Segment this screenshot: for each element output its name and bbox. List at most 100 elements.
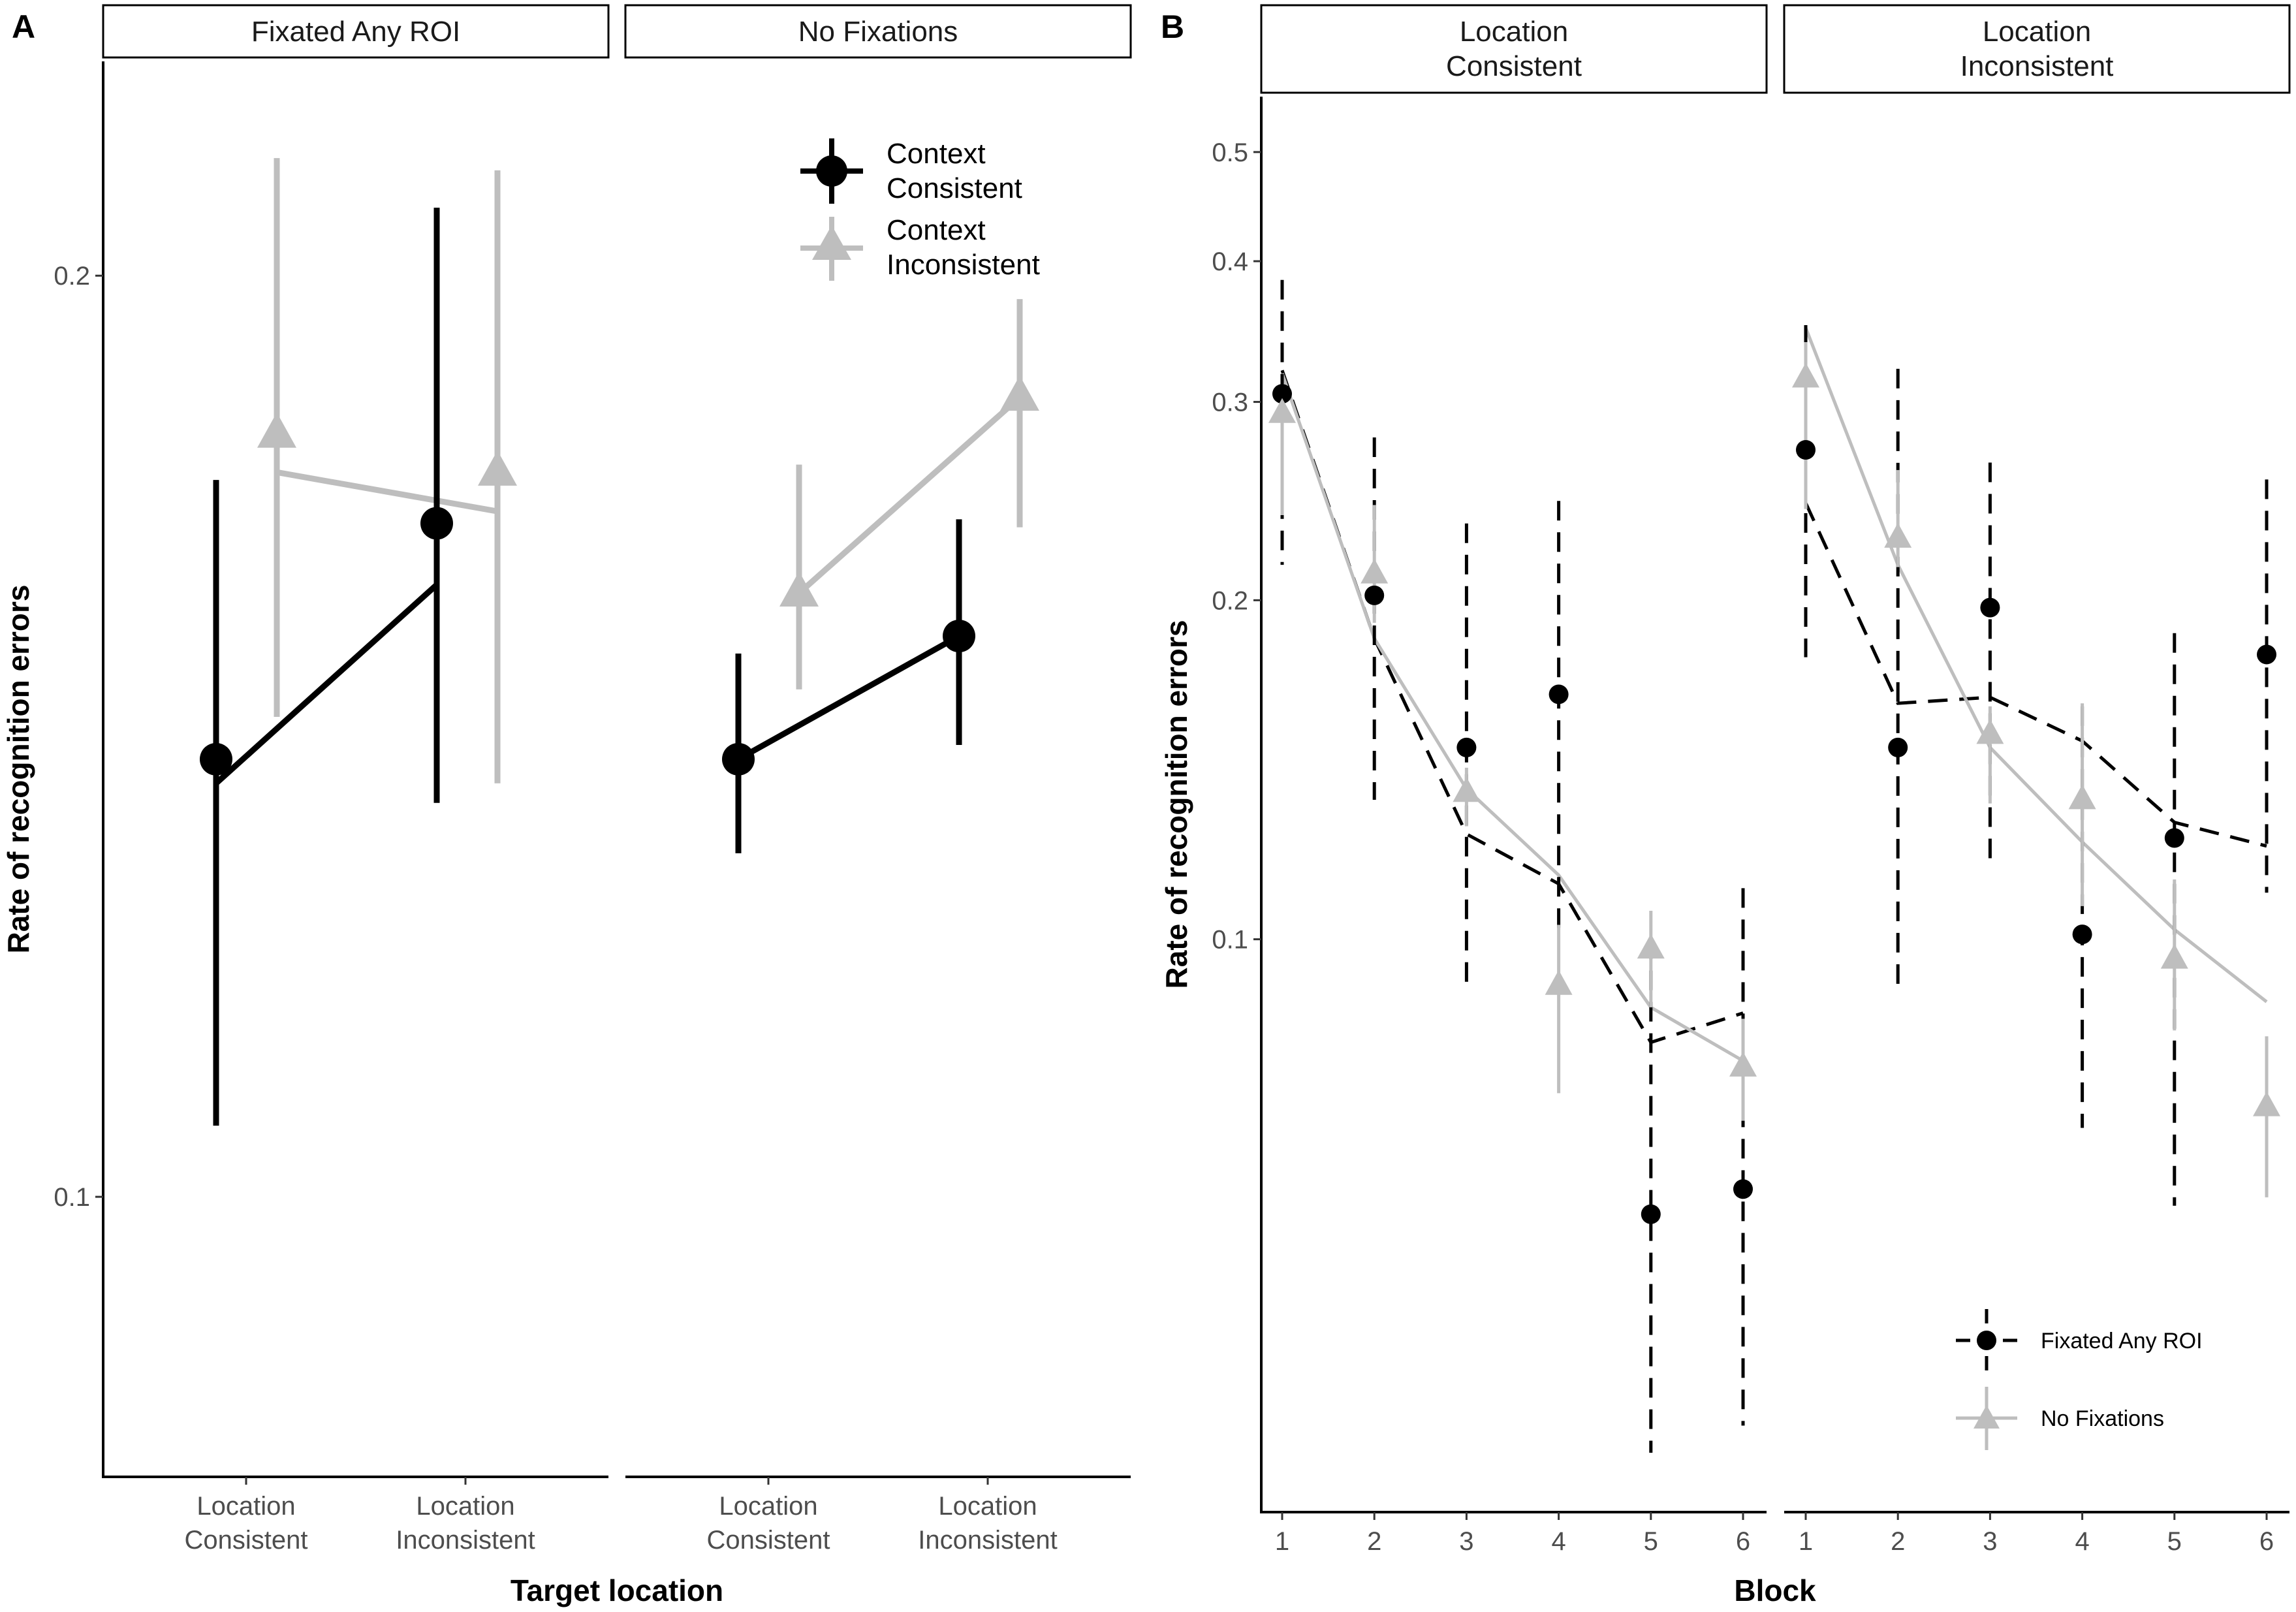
panel-a-legend-key-inconsistent-marker [812,225,851,260]
panel-a-point-consistent-facet2-cat2 [943,620,975,653]
panel-a-legend-key-inconsistent [800,217,863,281]
panel-a-x-tick-facet2-cat1-line1: Location [719,1492,817,1521]
panel-a-lines [213,395,1022,786]
panel-a-x-tick-facet1-cat1: Location Consistent [185,1477,307,1555]
panel-a-point-inconsistent-facet2-cat2 [1000,375,1039,411]
panel-b-y-tick-4-label: 0.5 [1212,138,1248,167]
panel-b-strip-1-line2: Consistent [1446,50,1582,82]
panel-a-y-tick-1-label: 0.2 [54,262,90,291]
panel-b-y-tick-3-label: 0.4 [1212,247,1248,276]
panel-b-x-tick-label-facet2-3: 3 [1983,1527,1997,1556]
panel-b-strip-2-line2: Inconsistent [1960,50,2114,82]
panel-a-line-consistent-facet1 [213,582,439,786]
panel-b-x-tick-label-facet2-5: 5 [2167,1527,2182,1556]
panel-b-x-tick-label-facet1-5: 5 [1644,1527,1658,1556]
panel-b-legend-key-nofix [1956,1387,2017,1450]
panel-b-x-tick-label-facet2-4: 4 [2075,1527,2089,1556]
panel-b-legend-key-nofix-marker [1974,1405,2000,1429]
panel-a-y-axis-title: Rate of recognition errors [1,585,35,954]
panel-b-point-consistent-facet2-block4 [2072,925,2092,945]
panel-b-x-axis-title: Block [1734,1573,1816,1607]
panel-b-y-tick-1: 0.2 [1212,586,1261,615]
panel-a-point-inconsistent-facet1-cat2 [478,450,517,486]
panel-b-y-axis-title: Rate of recognition errors [1159,620,1193,989]
panel-b-point-consistent-facet1-block3 [1456,737,1477,757]
panel-a-legend-label-inconsistent-line1: Context [887,214,986,246]
panel-a-point-inconsistent-facet1-cat1 [257,412,296,448]
panel-b-x-tick-label-facet1-6: 6 [1736,1527,1750,1556]
panel-a-point-inconsistent-facet2-cat1 [779,571,819,607]
panel-b-label: B [1161,8,1184,45]
panel-a-y-tick-1: 0.2 [54,262,103,291]
panel-a-point-consistent-facet2-cat1 [722,742,755,776]
panel-b-y-tick-3: 0.4 [1212,247,1261,276]
panel-b-legend-key-fixated [1956,1309,2017,1372]
panel-b-x-tick-label-facet1-2: 2 [1367,1527,1381,1556]
panel-b-line-inconsistent-facet2 [1804,327,2268,1004]
panel-b-legend-key-fixated-marker [1977,1331,1996,1350]
panel-b-y-tick-2: 0.3 [1212,388,1261,417]
panel-b-x-tick-label-facet2-2: 2 [1891,1527,1905,1556]
panel-b-point-inconsistent-facet2-block4 [2068,784,2096,810]
panel-a-x-tick-facet1-cat2-line1: Location [416,1492,514,1521]
panel-b-line-consistent-facet1 [1280,370,1744,1045]
panel-a-point-consistent-facet1-cat2 [420,507,453,540]
panel-b-line-inconsistent-facet1 [1280,373,1744,1062]
panel-b-strip-2-line1: Location [1983,16,2091,48]
panel-a-x-tick-facet1-cat1-line1: Location [197,1492,295,1521]
panel-b-x-tick-label-facet2-1: 1 [1799,1527,1813,1556]
panel-a-strip-2 [624,4,1132,59]
panel-a-line-consistent-facet2 [736,633,961,762]
panel-b-strip-2 [1783,4,2291,94]
panel-b-legend-label-fixated: Fixated Any ROI [2041,1329,2203,1353]
panel-b-y-tick-0: 0.1 [1212,926,1261,955]
panel-b-point-inconsistent-facet2-block2 [1884,522,1912,548]
panel-a-label: A [12,8,35,45]
panel-b-points [1268,362,2280,1224]
panel-a-point-consistent-facet1-cat1 [200,742,232,776]
panel-b-y-tick-4: 0.5 [1212,138,1261,167]
panel-a: A Fixated Any ROI No Fixations 0.1 0.2 L… [1,4,1132,1607]
panel-b-point-consistent-facet1-block2 [1364,585,1385,605]
panel-a-legend: Context Consistent Context Inconsistent [800,138,1040,281]
panel-b-point-consistent-facet2-block5 [2164,828,2184,848]
panel-a-strip-1-label: Fixated Any ROI [251,16,460,48]
panel-b-strip-1-line1: Location [1460,16,1568,48]
panel-a-strip-1 [102,4,610,59]
panel-b-point-inconsistent-facet2-block1 [1792,362,1819,388]
panel-a-x-tick-facet1-cat2-line2: Inconsistent [396,1526,535,1555]
panel-b-x-ticks: 1 2 3 4 5 6 1 2 3 4 5 6 [1275,1512,2274,1556]
panel-b-legend-label-nofix: No Fixations [2041,1406,2164,1431]
panel-a-y-tick-0-label: 0.1 [54,1183,90,1212]
panel-b-point-consistent-facet1-block6 [1733,1179,1753,1199]
panel-b-point-inconsistent-facet2-block6 [2253,1091,2280,1116]
panel-b-legend: Fixated Any ROI No Fixations [1956,1309,2203,1450]
panel-b-point-inconsistent-facet1-block4 [1545,970,1573,995]
panel-b-x-tick-label-facet2-6: 6 [2259,1527,2274,1556]
panel-b-point-consistent-facet1-block4 [1549,684,1569,704]
panel-b-line-consistent-facet2 [1804,502,2267,848]
panel-a-x-tick-facet2-cat1-line2: Consistent [707,1526,830,1555]
panel-b-point-inconsistent-facet1-block1 [1268,398,1296,423]
panel-b-y-tick-2-label: 0.3 [1212,388,1248,417]
panel-a-x-tick-facet1-cat2: Location Inconsistent [396,1477,535,1555]
panel-a-x-axis-title: Target location [511,1573,723,1607]
panel-a-legend-key-consistent [800,138,863,204]
panel-a-legend-key-consistent-marker [816,155,847,187]
panel-b-point-consistent-facet2-block6 [2257,644,2276,665]
panel-a-points [200,375,1039,776]
panel-a-x-tick-facet2-cat2-line1: Location [938,1492,1037,1521]
panel-a-x-tick-facet2-cat2: Location Inconsistent [918,1477,1058,1555]
panel-b-point-inconsistent-facet2-block5 [2160,943,2188,969]
panel-b-point-consistent-facet2-block2 [1888,737,1908,757]
panel-b-y-tick-0-label: 0.1 [1212,926,1248,955]
panel-a-line-inconsistent-facet2 [797,395,1022,595]
panel-b-errorbars [1280,279,2269,1453]
panel-b-point-consistent-facet2-block3 [1980,597,2000,618]
panel-a-errorbars [213,158,1023,1126]
panel-a-legend-label-consistent-line2: Consistent [887,172,1022,204]
panel-a-x-tick-facet2-cat2-line2: Inconsistent [918,1526,1057,1555]
panel-b-point-inconsistent-facet1-block6 [1729,1051,1757,1077]
panel-b-lines [1280,327,2268,1062]
